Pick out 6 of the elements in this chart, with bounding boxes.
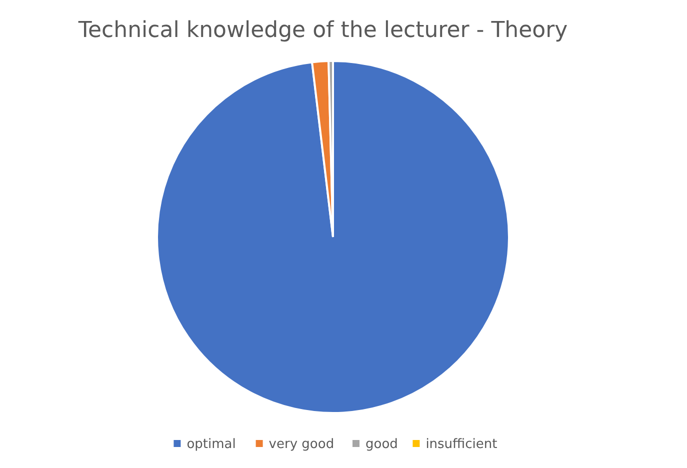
pie-slice: [156, 60, 510, 414]
legend-label: optimal: [186, 437, 236, 452]
legend-label: insufficient: [426, 437, 498, 452]
legend-label: good: [366, 437, 398, 452]
chart-title: Technical knowledge of the lecturer - Theory: [77, 18, 568, 43]
legend-label: very good: [268, 437, 334, 452]
